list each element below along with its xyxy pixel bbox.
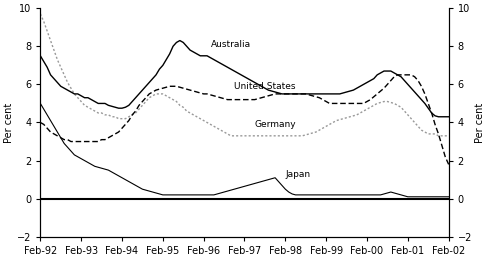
Text: Germany: Germany: [254, 120, 296, 129]
Text: Australia: Australia: [210, 40, 250, 49]
Text: United States: United States: [234, 82, 295, 91]
Y-axis label: Per cent: Per cent: [474, 102, 484, 143]
Y-axis label: Per cent: Per cent: [4, 102, 14, 143]
Text: Japan: Japan: [285, 170, 310, 179]
